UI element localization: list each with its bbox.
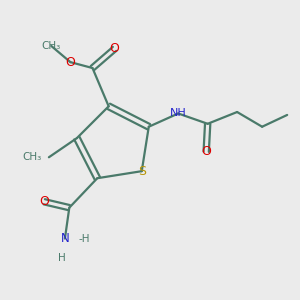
Text: H: H (58, 253, 66, 263)
Text: O: O (201, 145, 211, 158)
Text: O: O (65, 56, 75, 69)
Text: CH₃: CH₃ (22, 152, 41, 162)
Text: CH₃: CH₃ (42, 41, 61, 51)
Text: S: S (138, 165, 146, 178)
Text: NH: NH (170, 109, 187, 118)
Text: O: O (39, 195, 49, 208)
Text: N: N (61, 232, 69, 245)
Text: -H: -H (78, 234, 90, 244)
Text: O: O (110, 42, 119, 56)
